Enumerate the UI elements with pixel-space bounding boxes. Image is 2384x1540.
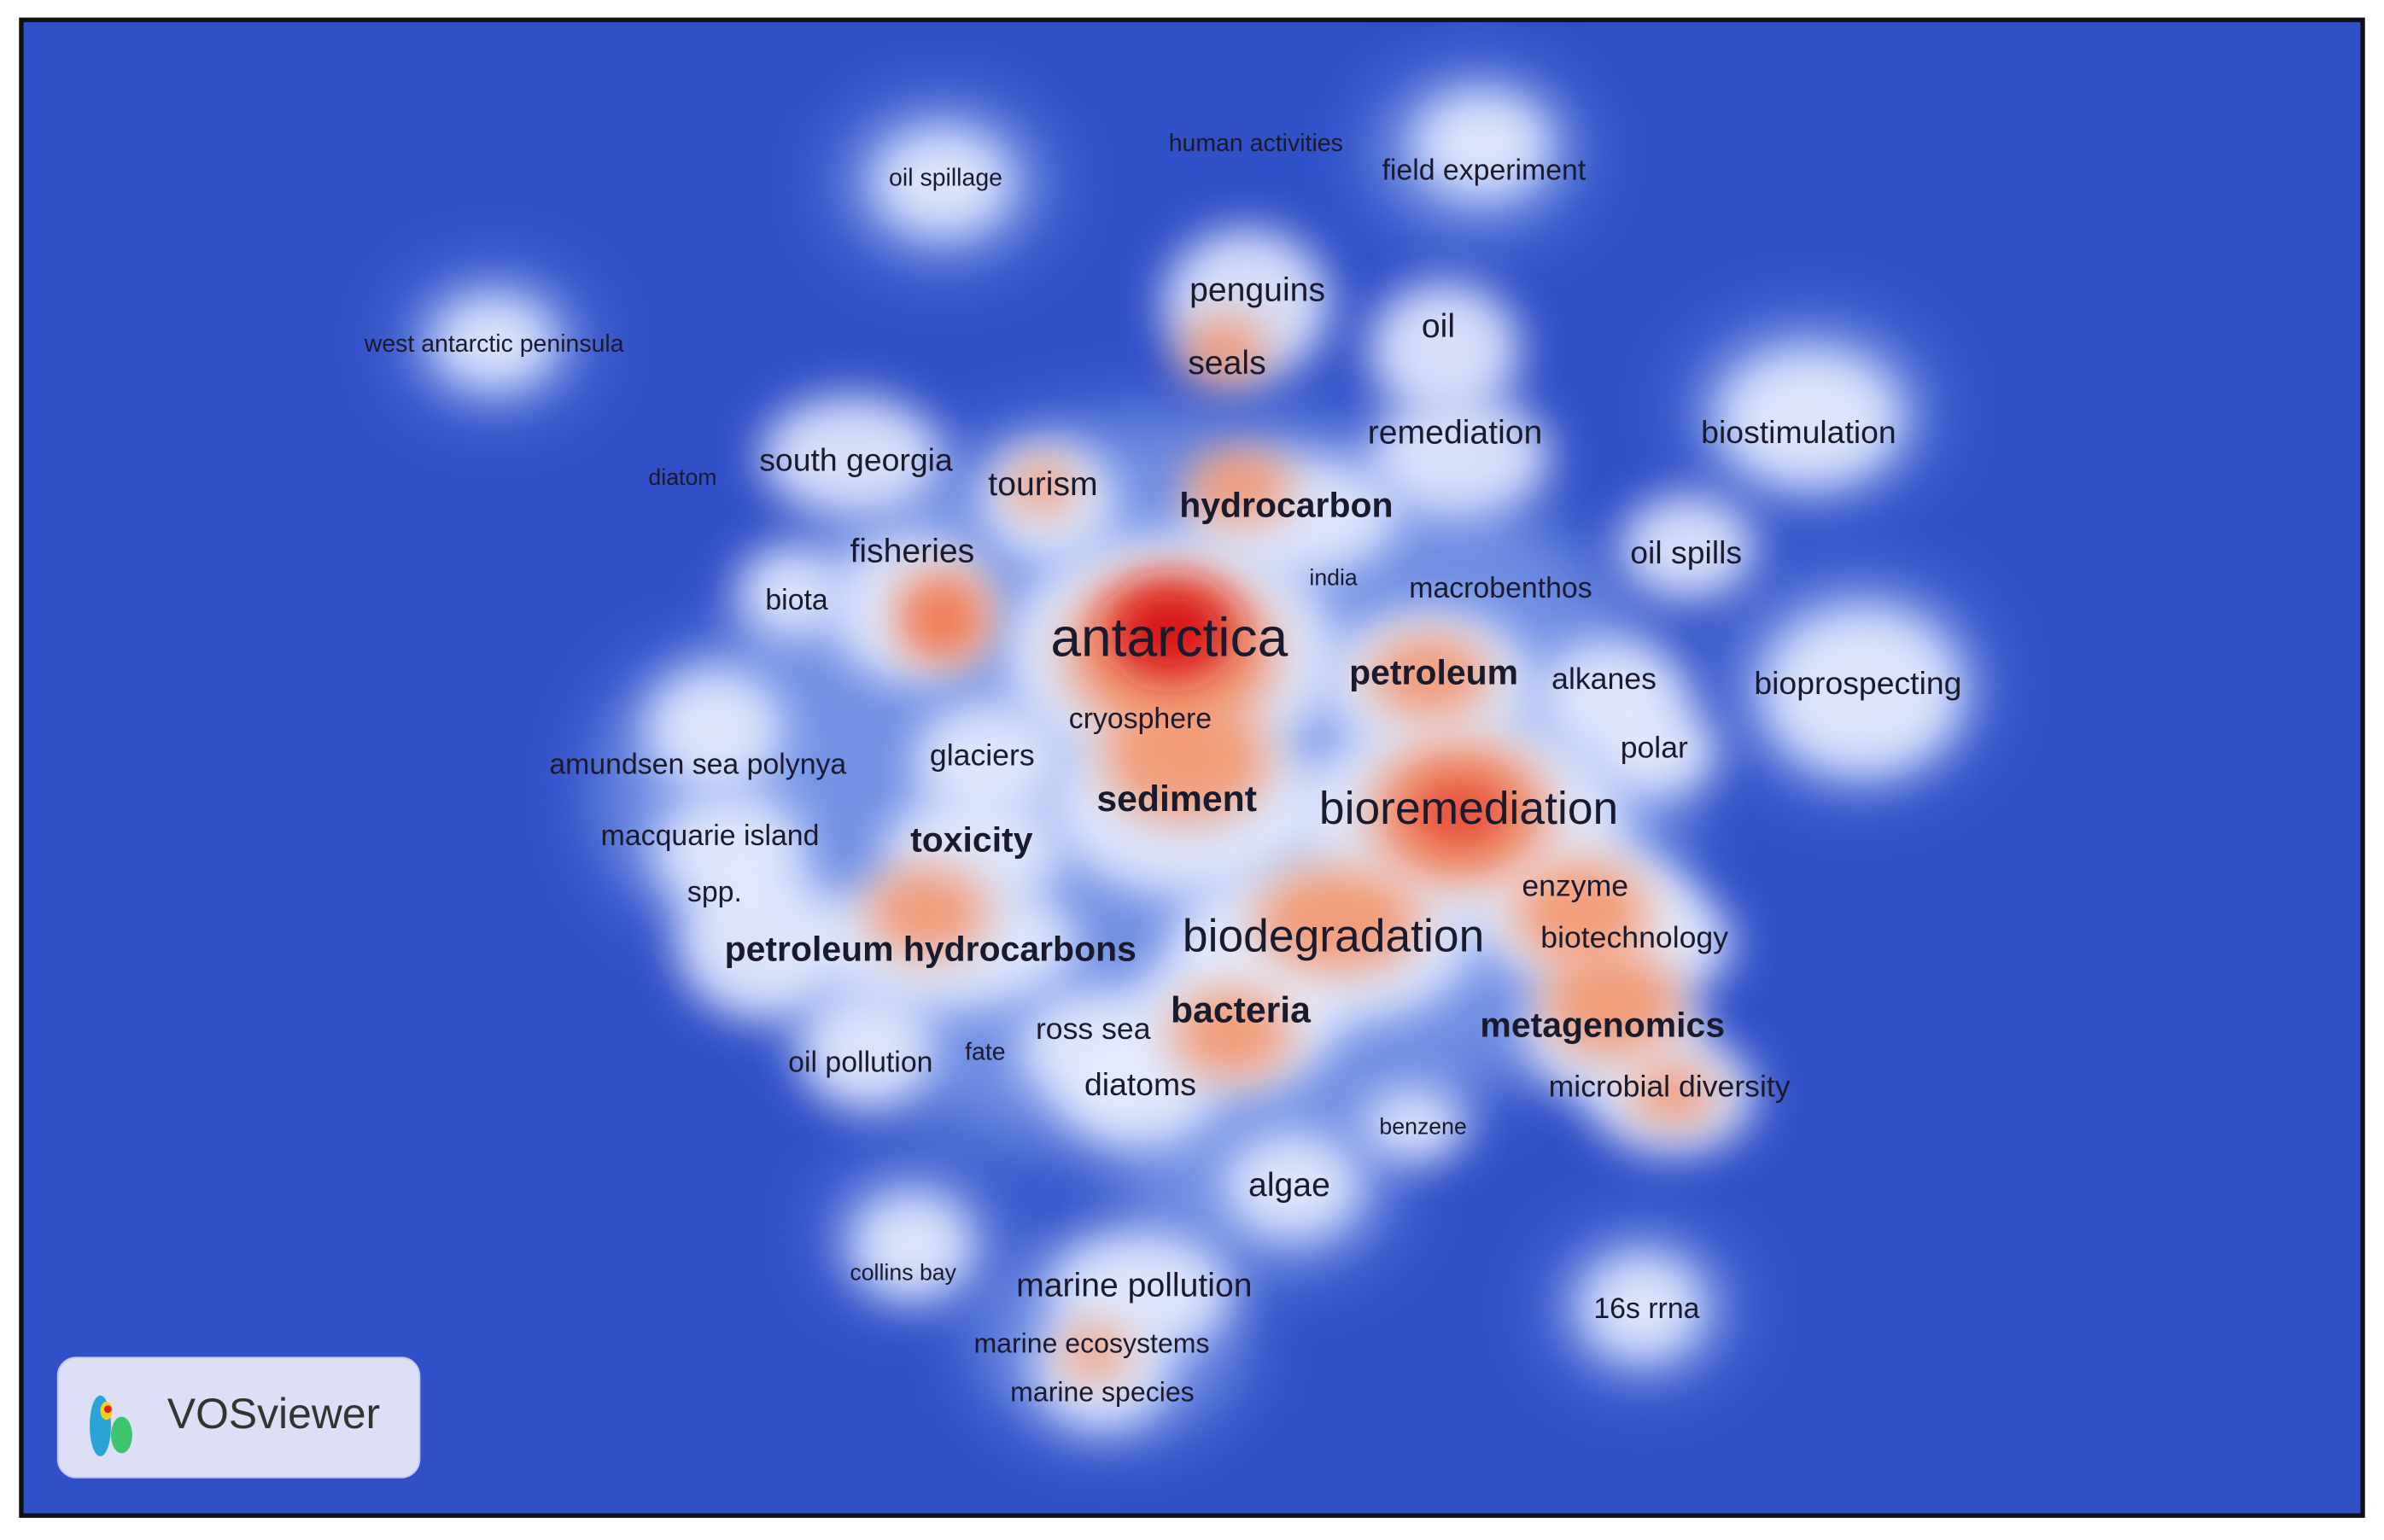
density-glow	[1413, 90, 1551, 198]
logo-text: VOSviewer	[167, 1390, 380, 1438]
keyword-label: petroleum hydrocarbons	[725, 930, 1136, 969]
keyword-label: metagenomics	[1480, 1006, 1725, 1045]
density-glow	[874, 129, 1012, 236]
keyword-label: petroleum	[1349, 653, 1518, 692]
keyword-label: algae	[1248, 1167, 1330, 1204]
density-warm	[1185, 448, 1293, 525]
density-glow	[1718, 349, 1901, 487]
keyword-label: alkanes	[1551, 662, 1657, 696]
density-warm	[866, 866, 989, 958]
keyword-label: amundsen sea polynya	[549, 748, 846, 780]
density-warm	[1061, 1325, 1129, 1380]
density-glow	[737, 547, 844, 639]
density-warm	[1629, 1064, 1715, 1125]
keyword-label: oil	[1422, 308, 1455, 345]
keyword-label: oil spills	[1630, 534, 1742, 570]
density-glow	[1368, 395, 1551, 517]
keyword-label: glaciers	[930, 738, 1035, 772]
keyword-label: diatom	[648, 464, 716, 490]
keyword-label: remediation	[1368, 415, 1543, 452]
keyword-label: biota	[765, 584, 828, 616]
density-glow	[1581, 1254, 1703, 1361]
density-warm	[1101, 699, 1270, 821]
keyword-label: cryosphere	[1069, 703, 1212, 735]
density-layer	[402, 68, 1984, 1444]
keyword-label: toxicity	[910, 820, 1033, 859]
density-warm	[1008, 458, 1075, 514]
keyword-label: collins bay	[850, 1259, 956, 1285]
density-warm	[1171, 988, 1293, 1080]
density-glow	[1224, 1132, 1361, 1240]
keyword-label: bioprospecting	[1754, 665, 1961, 701]
keyword-label: bacteria	[1171, 989, 1312, 1030]
keyword-label: marine ecosystems	[973, 1327, 1209, 1358]
density-hot	[1107, 582, 1235, 680]
keyword-label: sediment	[1096, 779, 1257, 820]
density-warm	[1254, 866, 1422, 973]
density-glow	[798, 988, 936, 1110]
keyword-label: macrobenthos	[1409, 572, 1592, 604]
keyword-label: field experiment	[1382, 154, 1586, 186]
density-hot	[1406, 775, 1513, 852]
label-layer: human activities oil spillage field experi…	[364, 130, 1962, 1408]
keyword-label: oil pollution	[788, 1046, 932, 1078]
density-glow	[912, 699, 1065, 821]
density-warm	[1543, 950, 1680, 1057]
keyword-label: india	[1309, 565, 1358, 591]
keyword-label: benzene	[1379, 1113, 1466, 1139]
density-glow	[1368, 281, 1521, 418]
density-glow	[646, 668, 784, 791]
keyword-label: fate	[965, 1039, 1006, 1066]
keyword-label: diatoms	[1084, 1066, 1196, 1102]
density-glow	[1064, 1041, 1217, 1148]
keyword-label: human activities	[1169, 130, 1343, 157]
keyword-label: spp.	[687, 876, 742, 908]
keyword-label: oil spillage	[889, 165, 1002, 192]
density-glow	[760, 395, 943, 517]
keyword-label: polar	[1621, 730, 1688, 764]
density-glow	[851, 1193, 973, 1300]
keyword-label: bioremediation	[1319, 784, 1618, 834]
keyword-label: macquarie island	[601, 820, 820, 852]
keyword-label: ross sea	[1036, 1012, 1151, 1046]
keyword-label: penguins	[1189, 271, 1325, 308]
density-glow	[1360, 1087, 1468, 1164]
keyword-label: biodegradation	[1183, 912, 1484, 962]
density-glow	[676, 866, 844, 1019]
logo-box	[56, 1356, 421, 1479]
density-warm	[1512, 859, 1650, 965]
keyword-label: west antarctic peninsula	[364, 330, 624, 358]
keyword-label: marine species	[1010, 1376, 1195, 1407]
density-hot	[914, 592, 971, 648]
keyword-label: antarctica	[1050, 606, 1288, 668]
density-glow	[1596, 707, 1719, 798]
keyword-label: hydrocarbon	[1179, 486, 1393, 525]
density-glow	[1763, 608, 1961, 776]
keyword-label: fisheries	[850, 534, 974, 570]
keyword-label: biostimulation	[1701, 414, 1896, 450]
keyword-label: 16s rrna	[1593, 1292, 1699, 1325]
density-glow	[433, 296, 555, 388]
density-warm	[1368, 633, 1490, 720]
keyword-label: microbial diversity	[1549, 1069, 1791, 1103]
frame	[19, 17, 2365, 1519]
logo-icon	[90, 1395, 132, 1456]
density-glow	[1619, 493, 1756, 601]
density-warm	[1181, 316, 1267, 383]
keyword-label: south georgia	[759, 441, 953, 477]
keyword-label: biotechnology	[1540, 920, 1728, 954]
keyword-label: seals	[1188, 345, 1265, 382]
keyword-label: marine pollution	[1016, 1268, 1252, 1304]
keyword-label: tourism	[988, 466, 1097, 503]
keyword-label: enzyme	[1522, 868, 1628, 902]
